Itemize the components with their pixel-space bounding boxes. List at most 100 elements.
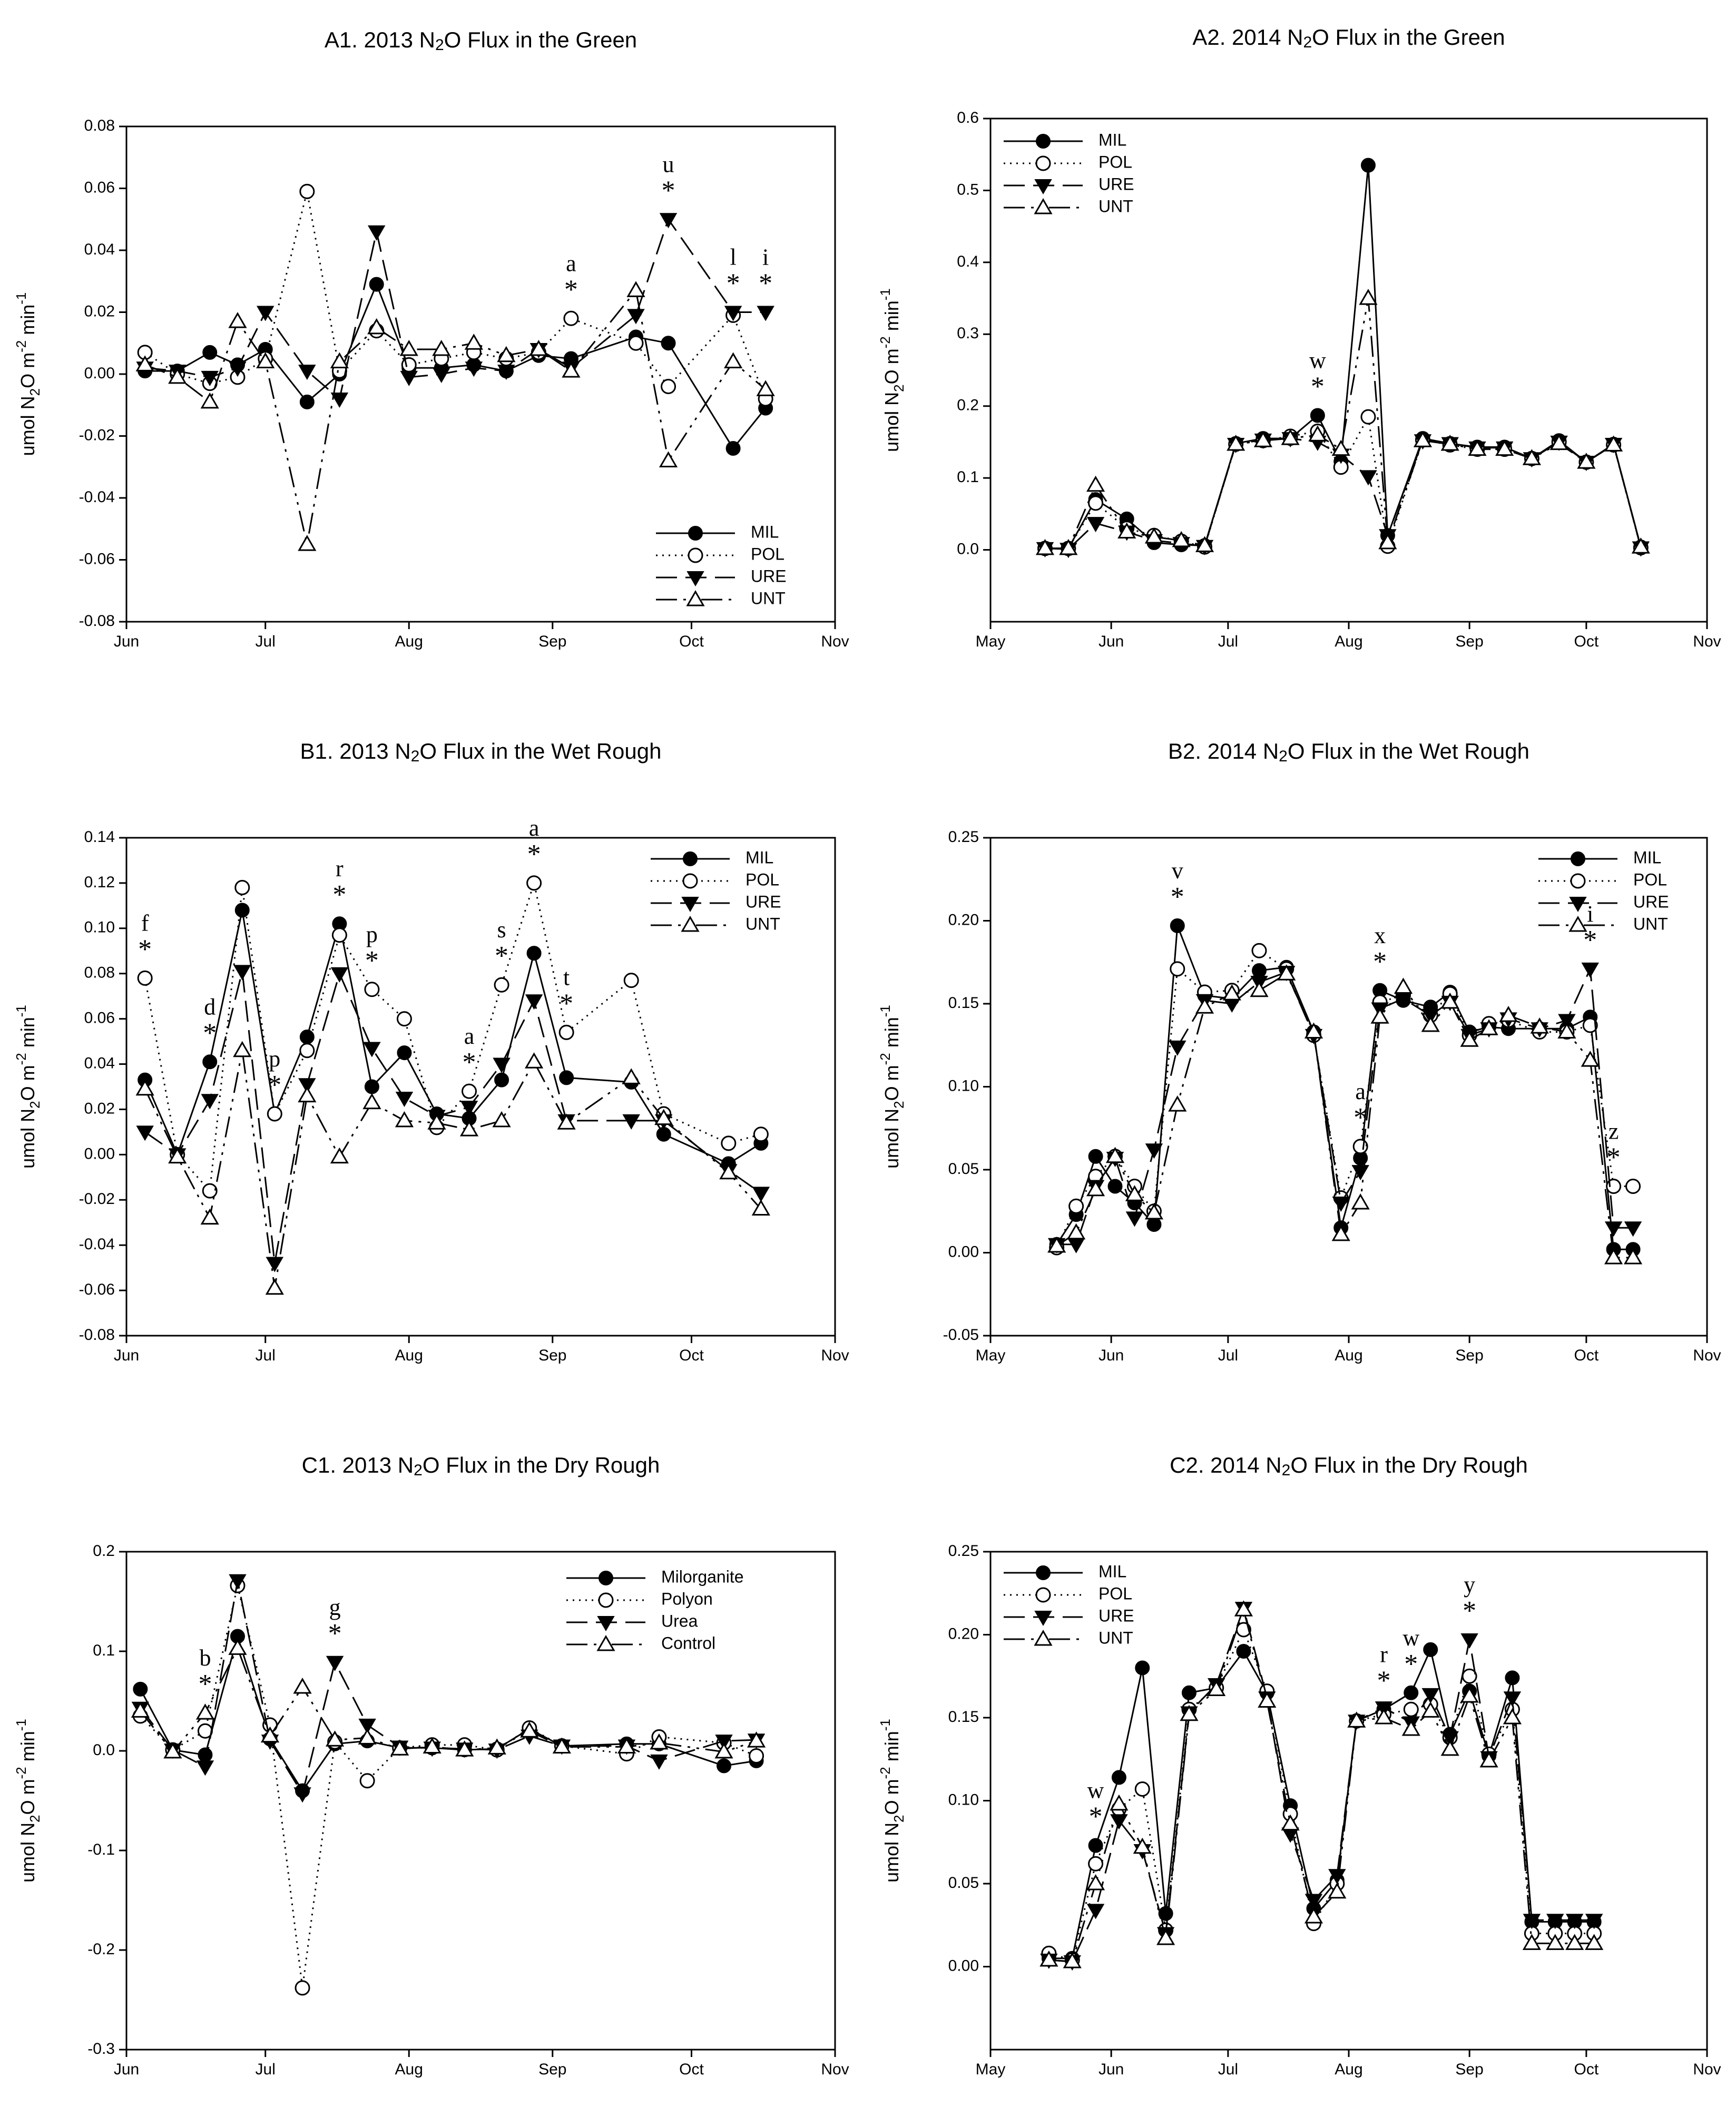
x-tick-label: Aug	[1335, 2061, 1362, 2078]
data-point	[1360, 158, 1376, 173]
significance-letter: w	[1309, 347, 1326, 373]
y-tick-label: -0.1	[87, 1841, 115, 1858]
y-tick-label: 0.00	[948, 1957, 979, 1974]
data-point	[627, 309, 645, 325]
y-tick-label: 0.12	[84, 874, 115, 891]
legend-label: MIL	[751, 522, 779, 541]
x-tick-label: Oct	[679, 2061, 704, 2078]
series-mil	[138, 903, 769, 1171]
x-tick-label: Jun	[114, 633, 139, 650]
legend-label: POL	[1099, 152, 1132, 171]
data-point	[626, 281, 645, 297]
y-tick-label: 0.4	[957, 253, 979, 270]
data-point	[661, 379, 676, 394]
data-point	[1180, 1705, 1199, 1721]
data-point	[1479, 1019, 1498, 1035]
chart-title-main: A1. 2013 N	[325, 27, 435, 52]
legend-marker	[688, 547, 703, 563]
significance-letter: l	[730, 244, 736, 270]
legend-marker	[681, 897, 699, 913]
chart-panel-b2: B2. 2014 N2O Flux in the Wet Rough-0.050…	[877, 739, 1721, 1364]
data-point	[298, 1086, 317, 1103]
y-axis-label: umol N2O m-2 min-1	[13, 1005, 43, 1169]
data-point	[299, 1030, 315, 1044]
legend-label: URE	[746, 892, 781, 911]
data-point	[1421, 1015, 1440, 1032]
y-tick-label: 0.15	[948, 1708, 979, 1726]
plot-frame	[989, 837, 1708, 1337]
y-tick-label: -0.3	[87, 2040, 115, 2058]
legend-label: MIL	[1099, 1562, 1126, 1581]
series-unt	[135, 281, 775, 551]
significance-asterisk: *	[365, 946, 379, 976]
y-axis-label-part: O m	[881, 348, 903, 384]
data-point	[1195, 997, 1214, 1014]
y-axis-label-part: 2	[27, 1815, 43, 1822]
significance-letter: g	[329, 1594, 341, 1620]
series-line	[140, 1633, 757, 1792]
y-tick-label: 0.5	[957, 181, 979, 198]
chart-title: C2. 2014 N2O Flux in the Dry Rough	[1170, 1453, 1528, 1478]
x-tick-label: Oct	[1574, 1347, 1599, 1364]
data-point	[1401, 1720, 1420, 1736]
data-point	[299, 183, 315, 199]
legend-label: MIL	[1099, 130, 1126, 149]
data-point	[1304, 1022, 1323, 1039]
data-point	[1086, 1180, 1105, 1197]
data-point	[526, 946, 542, 961]
data-point	[1604, 1248, 1623, 1265]
data-point	[133, 1681, 148, 1697]
y-tick-label: -0.08	[79, 612, 115, 630]
y-axis-label-part: 2	[891, 1101, 907, 1108]
y-tick-label: 0.06	[84, 179, 115, 196]
significance-asterisk: *	[1171, 882, 1184, 912]
chart-title-subscript: 2	[411, 748, 420, 765]
y-tick-label: 0.05	[948, 1874, 979, 1892]
legend-marker	[597, 1616, 615, 1632]
y-axis-label-part: 2	[891, 384, 907, 391]
significance-letter: a	[529, 815, 540, 841]
y-axis-label-part: -2	[13, 1053, 29, 1065]
chart-panel-c2: C2. 2014 N2O Flux in the Dry Rough 0.00 0.…	[877, 1453, 1721, 2078]
data-point	[298, 535, 317, 551]
series-line	[1045, 165, 1642, 550]
y-axis-label-part: -2	[877, 1053, 893, 1065]
series-unt	[1039, 1600, 1604, 1968]
x-tick-label: Jul	[1218, 1347, 1238, 1364]
data-point	[1181, 1685, 1196, 1700]
legend-marker	[1570, 873, 1586, 889]
significance-asterisk: *	[560, 988, 573, 1018]
data-point	[1585, 1914, 1603, 1929]
y-tick-label: -0.05	[943, 1326, 979, 1344]
y-axis-label-part: min	[881, 300, 903, 336]
data-point	[1125, 1185, 1144, 1201]
significance-letter: a	[1355, 1079, 1366, 1104]
y-tick-label: -0.02	[79, 426, 115, 444]
data-point	[295, 1980, 310, 1996]
x-tick-label: Jul	[256, 1347, 276, 1364]
data-point	[1134, 1781, 1150, 1797]
legend-marker	[686, 590, 705, 606]
data-point	[552, 1737, 571, 1754]
data-point	[1631, 537, 1650, 554]
data-point	[1421, 1701, 1440, 1718]
series-line	[1056, 949, 1633, 1248]
chart-title-rest: O Flux in the Wet Rough	[1288, 739, 1529, 763]
y-axis-label-part: min	[17, 305, 38, 340]
data-point	[1604, 1221, 1623, 1237]
y-tick-label: 0.6	[957, 109, 979, 126]
y-axis-label: umol N2O m-2 min-1	[877, 1719, 907, 1883]
data-point	[563, 310, 579, 326]
y-tick-label: 0.1	[93, 1642, 115, 1659]
data-point	[1522, 449, 1541, 465]
y-tick-label: 0.25	[948, 1542, 979, 1560]
data-point	[233, 1041, 252, 1057]
data-point	[1468, 439, 1487, 456]
y-tick-label: 0.1	[957, 468, 979, 486]
data-point	[401, 357, 417, 373]
data-point	[526, 875, 542, 891]
data-point	[1565, 1934, 1584, 1950]
x-tick-label: Nov	[821, 2061, 849, 2078]
y-tick-label: 0.0	[957, 540, 979, 557]
data-point	[622, 1114, 640, 1130]
